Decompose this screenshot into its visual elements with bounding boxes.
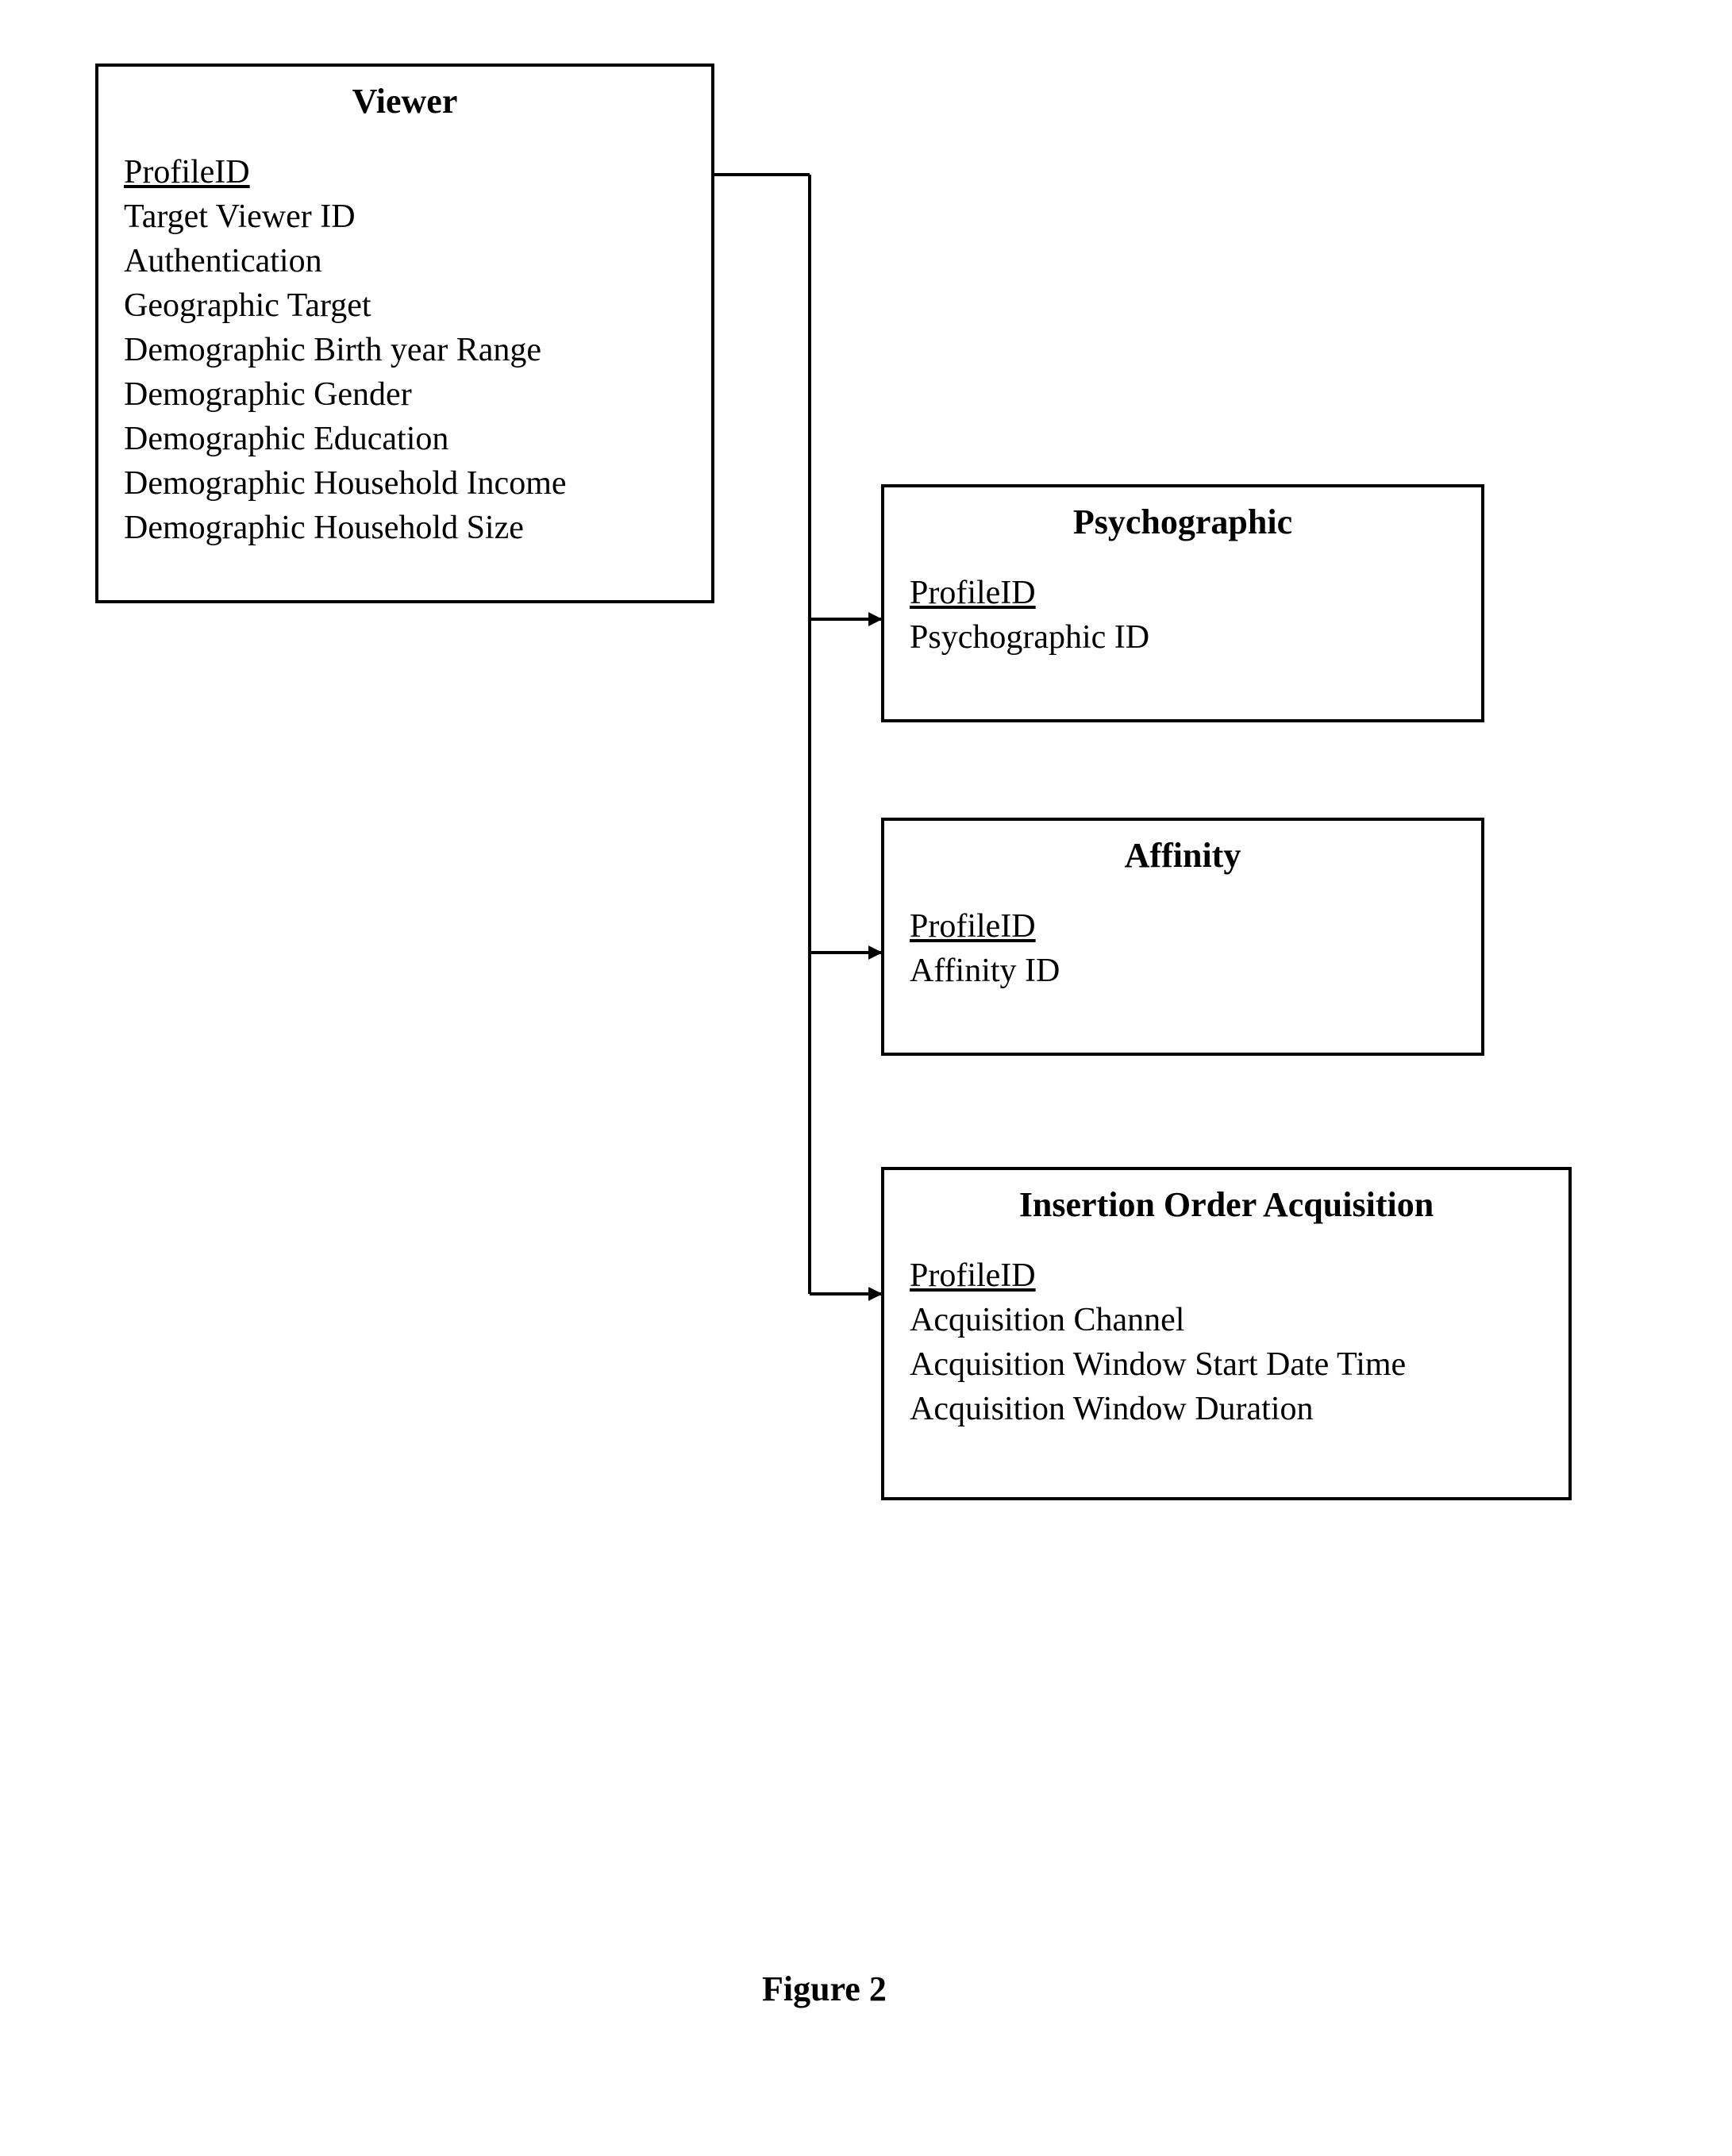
entity-psychographic-title: Psychographic: [884, 487, 1481, 549]
entity-affinity-field: Affinity ID: [910, 949, 1456, 993]
entity-acquisition-field: ProfileID: [910, 1253, 1543, 1298]
entity-viewer: Viewer ProfileIDTarget Viewer IDAuthenti…: [95, 64, 714, 603]
entity-viewer-field: Demographic Household Size: [124, 506, 686, 550]
entity-viewer-field: Demographic Gender: [124, 372, 686, 417]
entity-affinity-field: ProfileID: [910, 904, 1456, 949]
entity-viewer-title: Viewer: [98, 67, 711, 128]
entity-psychographic-field: ProfileID: [910, 571, 1456, 615]
entity-acquisition-field: Acquisition Window Duration: [910, 1387, 1543, 1431]
entity-psychographic-fields: ProfileIDPsychographic ID: [884, 549, 1481, 679]
entity-viewer-field: Demographic Household Income: [124, 461, 686, 506]
diagram-canvas: Viewer ProfileIDTarget Viewer IDAuthenti…: [0, 0, 1732, 2156]
entity-acquisition-title: Insertion Order Acquisition: [884, 1170, 1568, 1231]
entity-acquisition-field: Acquisition Channel: [910, 1298, 1543, 1342]
entity-viewer-field: Demographic Education: [124, 417, 686, 461]
entity-viewer-field: Geographic Target: [124, 283, 686, 328]
entity-psychographic-field: Psychographic ID: [910, 615, 1456, 660]
entity-affinity-title: Affinity: [884, 821, 1481, 882]
entity-psychographic: Psychographic ProfileIDPsychographic ID: [881, 484, 1484, 722]
entity-acquisition-field: Acquisition Window Start Date Time: [910, 1342, 1543, 1387]
entity-acquisition: Insertion Order Acquisition ProfileIDAcq…: [881, 1167, 1572, 1500]
entity-viewer-field: ProfileID: [124, 150, 686, 194]
entity-viewer-field: Target Viewer ID: [124, 194, 686, 239]
entity-affinity-fields: ProfileIDAffinity ID: [884, 882, 1481, 1012]
entity-viewer-field: Authentication: [124, 239, 686, 283]
entity-acquisition-fields: ProfileIDAcquisition ChannelAcquisition …: [884, 1231, 1568, 1450]
entity-viewer-field: Demographic Birth year Range: [124, 328, 686, 372]
entity-viewer-fields: ProfileIDTarget Viewer IDAuthenticationG…: [98, 128, 711, 569]
figure-caption: Figure 2: [762, 1969, 887, 2009]
entity-affinity: Affinity ProfileIDAffinity ID: [881, 818, 1484, 1056]
